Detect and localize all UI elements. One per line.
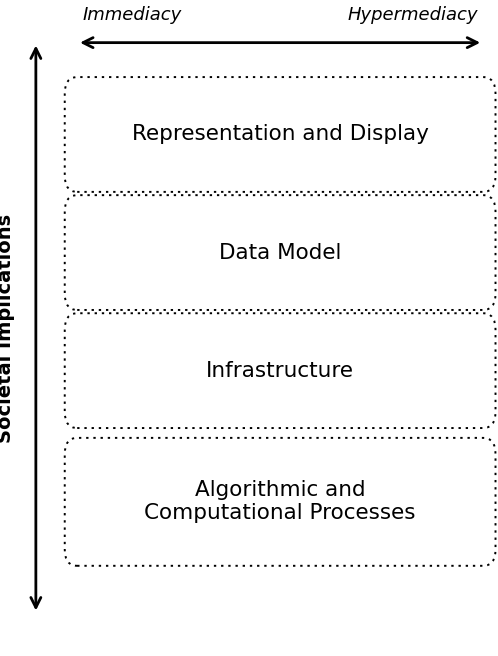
- FancyBboxPatch shape: [65, 77, 496, 192]
- Text: Infrastructure: Infrastructure: [206, 361, 354, 380]
- Text: Immediacy: Immediacy: [82, 7, 181, 24]
- Text: Hypermediacy: Hypermediacy: [348, 7, 478, 24]
- Text: Data Model: Data Model: [219, 243, 341, 262]
- Text: Representation and Display: Representation and Display: [131, 125, 429, 144]
- FancyBboxPatch shape: [65, 438, 496, 565]
- FancyBboxPatch shape: [65, 195, 496, 310]
- FancyBboxPatch shape: [65, 314, 496, 428]
- Text: Societal Implications: Societal Implications: [0, 213, 15, 443]
- Text: Algorithmic and
Computational Processes: Algorithmic and Computational Processes: [144, 480, 416, 523]
